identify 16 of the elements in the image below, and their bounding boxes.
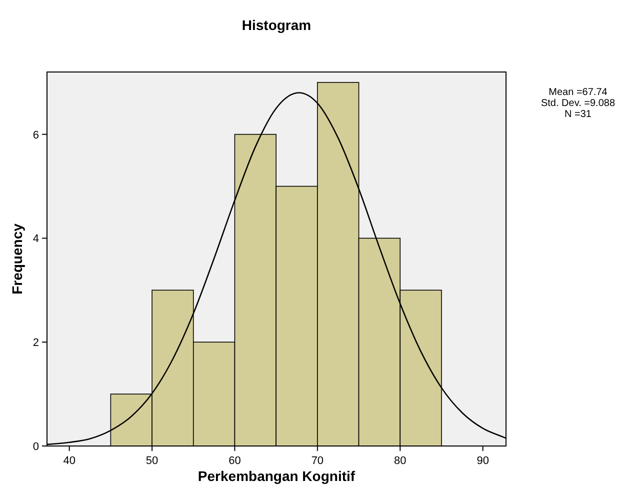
x-tick-label: 40 bbox=[63, 455, 76, 467]
x-tick-label: 90 bbox=[476, 455, 489, 467]
y-tick-label: 4 bbox=[32, 233, 39, 246]
x-tick-label: 80 bbox=[394, 455, 406, 467]
chart-title: Histogram bbox=[242, 17, 312, 33]
y-tick-label: 0 bbox=[32, 441, 39, 453]
text: N =31 bbox=[564, 109, 592, 120]
x-tick-label: 50 bbox=[146, 455, 158, 467]
x-tick-label: 70 bbox=[311, 455, 324, 467]
text: Std. Dev. =9.088 bbox=[540, 98, 616, 109]
x-axis-title: Perkembangan Kognitif bbox=[198, 468, 356, 484]
x-tick-label: 60 bbox=[228, 455, 241, 467]
text: Mean =67.74 bbox=[548, 87, 608, 98]
y-tick-label: 6 bbox=[32, 129, 39, 142]
y-axis-title: Frequency bbox=[9, 223, 25, 294]
y-tick-label: 2 bbox=[32, 337, 39, 350]
